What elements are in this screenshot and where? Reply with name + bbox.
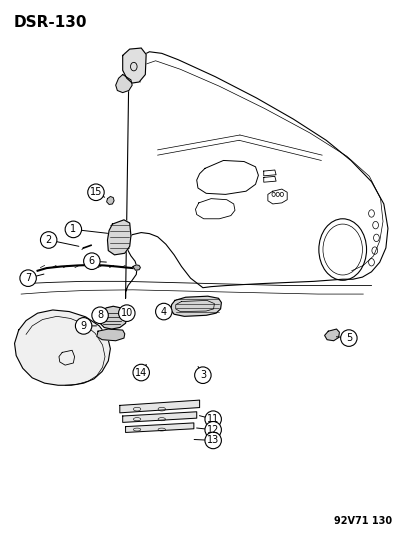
Polygon shape bbox=[171, 296, 221, 317]
Ellipse shape bbox=[204, 422, 221, 438]
Ellipse shape bbox=[75, 318, 92, 334]
Polygon shape bbox=[107, 220, 131, 255]
Polygon shape bbox=[324, 329, 339, 341]
Ellipse shape bbox=[204, 411, 221, 427]
Ellipse shape bbox=[65, 221, 81, 238]
Text: 4: 4 bbox=[160, 306, 166, 317]
Ellipse shape bbox=[155, 303, 172, 320]
Text: 3: 3 bbox=[199, 370, 205, 380]
Ellipse shape bbox=[204, 432, 221, 449]
Ellipse shape bbox=[194, 367, 211, 383]
Polygon shape bbox=[122, 48, 146, 83]
Polygon shape bbox=[107, 197, 114, 205]
Text: 14: 14 bbox=[135, 368, 147, 377]
Polygon shape bbox=[119, 400, 199, 413]
Text: 6: 6 bbox=[88, 256, 95, 266]
Polygon shape bbox=[97, 329, 124, 341]
Ellipse shape bbox=[118, 305, 135, 321]
Ellipse shape bbox=[20, 270, 36, 286]
Polygon shape bbox=[133, 265, 140, 270]
Text: 9: 9 bbox=[81, 321, 86, 331]
Ellipse shape bbox=[88, 184, 104, 200]
Text: DSR-130: DSR-130 bbox=[14, 14, 87, 30]
Circle shape bbox=[140, 369, 145, 375]
Text: 92V71 130: 92V71 130 bbox=[333, 516, 392, 526]
Polygon shape bbox=[122, 412, 196, 422]
Text: 2: 2 bbox=[45, 235, 52, 245]
Ellipse shape bbox=[40, 232, 57, 248]
Ellipse shape bbox=[340, 330, 356, 346]
Text: 13: 13 bbox=[206, 435, 219, 446]
Text: 7: 7 bbox=[25, 273, 31, 283]
Polygon shape bbox=[100, 306, 126, 329]
Ellipse shape bbox=[92, 307, 108, 324]
Polygon shape bbox=[115, 75, 132, 93]
Ellipse shape bbox=[133, 364, 149, 381]
Polygon shape bbox=[125, 423, 193, 432]
Text: 1: 1 bbox=[70, 224, 76, 235]
Text: 5: 5 bbox=[345, 333, 351, 343]
Text: 11: 11 bbox=[206, 414, 219, 424]
Text: 8: 8 bbox=[97, 310, 103, 320]
Ellipse shape bbox=[83, 253, 100, 270]
Polygon shape bbox=[14, 310, 110, 385]
Text: 15: 15 bbox=[90, 187, 102, 197]
Text: 10: 10 bbox=[121, 308, 133, 318]
Text: 12: 12 bbox=[206, 425, 219, 435]
